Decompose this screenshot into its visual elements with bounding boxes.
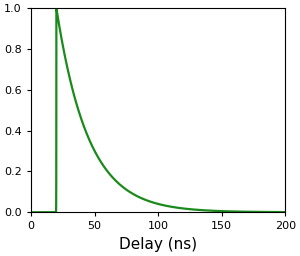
X-axis label: Delay (ns): Delay (ns): [119, 237, 197, 252]
